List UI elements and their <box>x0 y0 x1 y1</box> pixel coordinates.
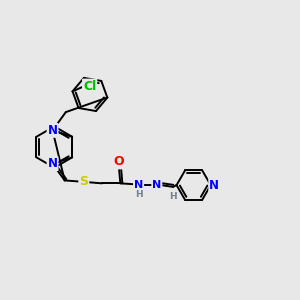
Text: N: N <box>134 179 143 190</box>
Text: N: N <box>209 178 219 192</box>
Text: N: N <box>152 179 161 190</box>
Text: O: O <box>113 155 124 168</box>
Text: N: N <box>48 157 58 170</box>
Text: H: H <box>169 192 177 201</box>
Text: H: H <box>135 190 142 199</box>
Text: Cl: Cl <box>83 80 96 93</box>
Text: N: N <box>48 124 58 137</box>
Text: S: S <box>79 176 88 188</box>
